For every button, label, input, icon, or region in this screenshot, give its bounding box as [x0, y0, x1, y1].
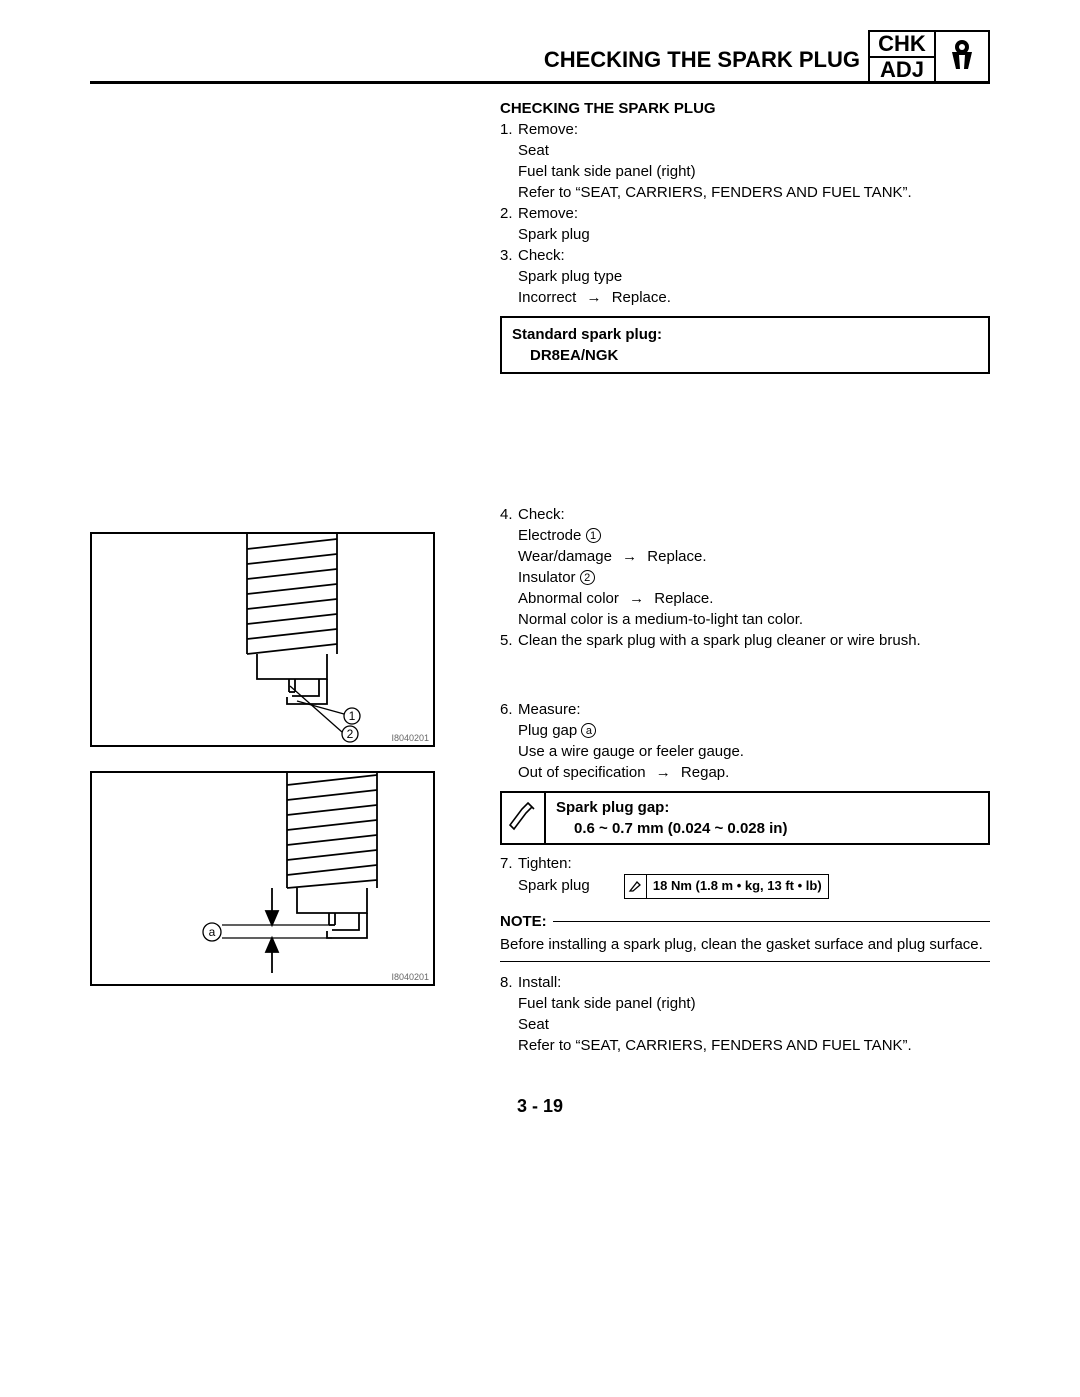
- note-label: NOTE:: [500, 911, 547, 932]
- step-item: Normal color is a medium-to-light tan co…: [500, 609, 990, 630]
- condition: Incorrect: [518, 289, 576, 306]
- tab-chk: CHK: [870, 32, 934, 58]
- callout-2: 2: [347, 727, 354, 741]
- step-item: Plug gap a: [500, 720, 990, 741]
- step-label: Measure:: [518, 699, 990, 720]
- step-item: Use a wire gauge or feeler gauge.: [500, 741, 990, 762]
- header-title: CHECKING THE SPARK PLUG: [90, 47, 868, 81]
- step-item: Electrode 1: [500, 525, 990, 546]
- step-label: Remove:: [518, 203, 990, 224]
- step-num: 5.: [500, 630, 518, 651]
- note-heading: NOTE:: [500, 911, 990, 932]
- figure-gap: a I8040201: [90, 771, 435, 986]
- step-arrow-line: Wear/damage → Replace.: [500, 546, 990, 567]
- spec-box-gap: Spark plug gap: 0.6 ~ 0.7 mm (0.024 ~ 0.…: [500, 791, 990, 845]
- step-item: Spark plug type: [500, 266, 990, 287]
- note-text: Before installing a spark plug, clean th…: [500, 934, 990, 955]
- torque-value: 18 Nm (1.8 m • kg, 13 ft • lb): [647, 875, 828, 897]
- tool-icon: [936, 30, 990, 84]
- spec-value: DR8EA/NGK: [512, 345, 978, 366]
- circled-2: 2: [580, 570, 595, 585]
- condition: Abnormal color: [518, 590, 619, 607]
- step-text: Clean the spark plug with a spark plug c…: [518, 630, 990, 651]
- page-number: 3 - 19: [90, 1096, 990, 1117]
- condition: Wear/damage: [518, 548, 612, 565]
- torque-icon: [625, 875, 647, 897]
- label: Insulator: [518, 569, 576, 586]
- step-num: 1.: [500, 119, 518, 140]
- step-item: Refer to “SEAT, CARRIERS, FENDERS AND FU…: [500, 1035, 990, 1056]
- figure-id: I8040201: [391, 733, 429, 743]
- arrow-icon: →: [587, 287, 602, 308]
- figure-electrode: 1 2 I8040201: [90, 532, 435, 747]
- spec-box-plug: Standard spark plug: DR8EA/NGK: [500, 316, 990, 374]
- wrench-icon: [502, 793, 546, 843]
- note-rule: [553, 921, 990, 922]
- step-label: Check:: [518, 504, 990, 525]
- figure-id-2: I8040201: [391, 972, 429, 982]
- circled-a: a: [581, 723, 596, 738]
- step-label: Check:: [518, 245, 990, 266]
- step-item: Insulator 2: [500, 567, 990, 588]
- arrow-icon: →: [629, 588, 644, 609]
- step-item: Fuel tank side panel (right): [500, 993, 990, 1014]
- step-item: Seat: [500, 140, 990, 161]
- step-num: 8.: [500, 972, 518, 993]
- gap-label: Spark plug gap:: [556, 797, 787, 818]
- header-tab: CHK ADJ: [868, 30, 936, 84]
- circled-1: 1: [586, 528, 601, 543]
- step-arrow-line: Abnormal color → Replace.: [500, 588, 990, 609]
- label: Spark plug: [518, 877, 590, 894]
- arrow-icon: →: [622, 546, 637, 567]
- step-item: Fuel tank side panel (right): [500, 161, 990, 182]
- step-num: 3.: [500, 245, 518, 266]
- action: Regap.: [681, 764, 729, 781]
- step-item: Refer to “SEAT, CARRIERS, FENDERS AND FU…: [500, 182, 990, 203]
- section-heading: CHECKING THE SPARK PLUG: [500, 98, 990, 119]
- torque-spec: 18 Nm (1.8 m • kg, 13 ft • lb): [624, 874, 829, 898]
- callout-1: 1: [349, 709, 356, 723]
- step-item: Spark plug: [500, 224, 990, 245]
- arrow-icon: →: [656, 762, 671, 783]
- step-num: 2.: [500, 203, 518, 224]
- action: Replace.: [647, 548, 706, 565]
- step-label: Remove:: [518, 119, 990, 140]
- step-num: 4.: [500, 504, 518, 525]
- action: Replace.: [654, 590, 713, 607]
- note-rule-bottom: [500, 961, 990, 962]
- step-label: Tighten:: [518, 853, 990, 874]
- step-arrow-line: Incorrect → Replace.: [500, 287, 990, 308]
- step-num: 6.: [500, 699, 518, 720]
- tab-adj: ADJ: [870, 58, 934, 82]
- step-num: 7.: [500, 853, 518, 874]
- action: Replace.: [612, 289, 671, 306]
- step-item: Seat: [500, 1014, 990, 1035]
- step-arrow-line: Out of specification → Regap.: [500, 762, 990, 783]
- label: Electrode: [518, 527, 581, 544]
- page-header: CHECKING THE SPARK PLUG CHK ADJ: [90, 30, 990, 84]
- callout-a: a: [209, 925, 216, 939]
- spec-label: Standard spark plug:: [512, 324, 978, 345]
- gap-value: 0.6 ~ 0.7 mm (0.024 ~ 0.028 in): [556, 818, 787, 839]
- condition: Out of specification: [518, 764, 646, 781]
- label: Plug gap: [518, 722, 577, 739]
- step-item: Spark plug 18 Nm (1.8 m • kg, 13 ft • lb…: [500, 874, 990, 898]
- step-label: Install:: [518, 972, 990, 993]
